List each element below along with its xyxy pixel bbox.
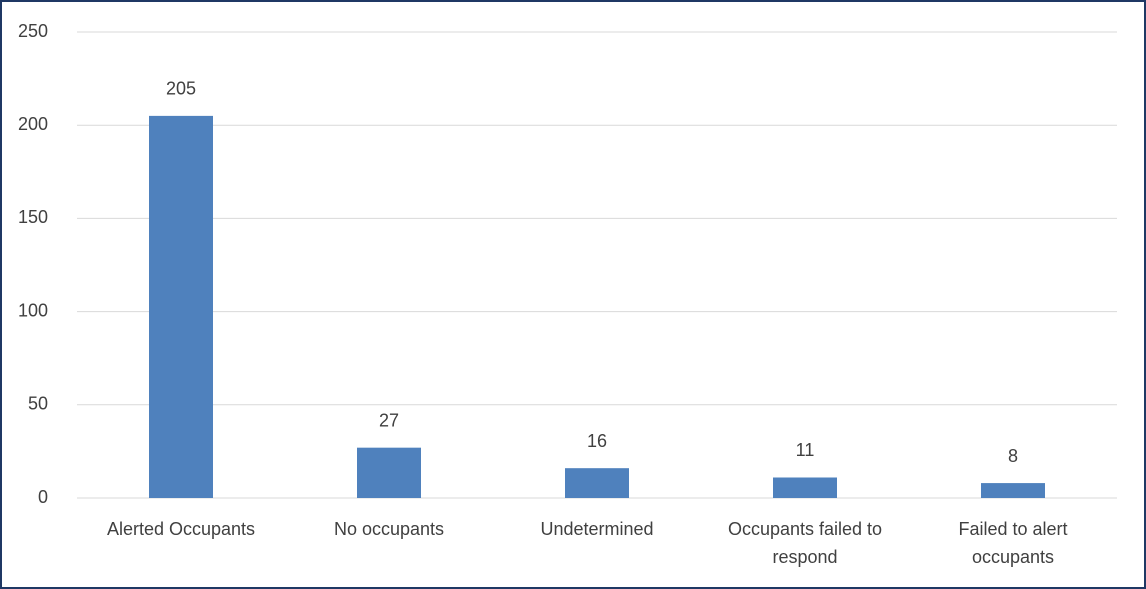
y-tick-label: 100 bbox=[18, 300, 48, 320]
y-tick-label: 200 bbox=[18, 114, 48, 134]
y-tick-label: 0 bbox=[38, 487, 48, 507]
data-label: 16 bbox=[587, 431, 607, 451]
x-tick-label: Alerted Occupants bbox=[107, 519, 255, 539]
x-tick-label: Occupants failed to respond bbox=[728, 519, 882, 567]
bar bbox=[149, 115, 213, 498]
x-tick-label: Undetermined bbox=[540, 519, 653, 539]
bar bbox=[357, 447, 421, 498]
bar bbox=[773, 477, 837, 498]
data-label: 11 bbox=[796, 440, 815, 460]
bar bbox=[981, 483, 1045, 498]
y-tick-label: 150 bbox=[18, 207, 48, 227]
data-label: 27 bbox=[379, 410, 399, 430]
y-tick-label: 50 bbox=[28, 394, 48, 414]
data-label: 8 bbox=[1008, 446, 1018, 466]
data-label: 205 bbox=[166, 79, 196, 99]
x-tick-label: Failed to alert occupants bbox=[958, 519, 1067, 567]
x-tick-label: No occupants bbox=[334, 519, 444, 539]
bar bbox=[565, 468, 629, 498]
y-tick-label: 250 bbox=[18, 21, 48, 41]
